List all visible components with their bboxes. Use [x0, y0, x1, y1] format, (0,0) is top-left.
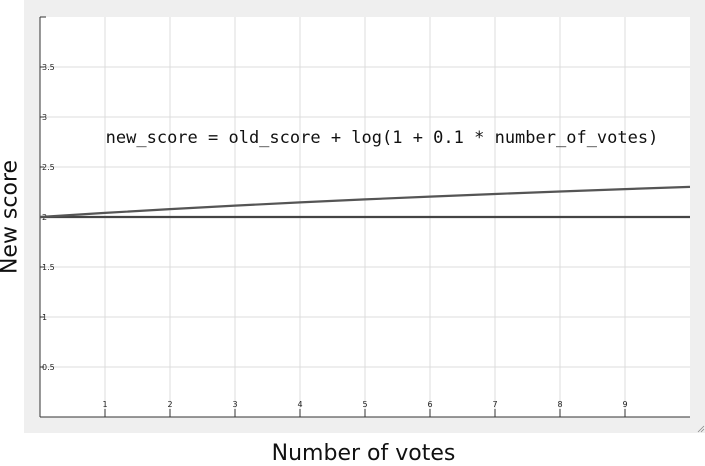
x-tick-label: 8 [557, 400, 562, 409]
x-tick-label: 6 [427, 400, 432, 409]
y-tick-label: 2.5 [42, 163, 55, 172]
y-tick-label: 3.5 [42, 63, 55, 72]
x-tick-label: 1 [102, 400, 107, 409]
x-tick-label: 3 [232, 400, 237, 409]
resize-grip-icon[interactable] [697, 425, 705, 433]
formula-annotation: new_score = old_score + log(1 + 0.1 * nu… [106, 128, 659, 148]
x-tick-label: 7 [492, 400, 497, 409]
y-tick-label: 3 [42, 113, 47, 122]
x-tick-label: 5 [362, 400, 367, 409]
x-tick-label: 4 [297, 400, 302, 409]
x-axis-label: Number of votes [271, 441, 456, 466]
y-axis-label: New score [0, 159, 23, 275]
x-tick-label: 9 [622, 400, 627, 409]
y-tick-label: 1.5 [42, 263, 55, 272]
series-line [39, 185, 691, 219]
x-tick-label: 2 [167, 400, 172, 409]
y-tick-label: 1 [42, 313, 47, 322]
y-tick-label: 0.5 [42, 363, 55, 372]
